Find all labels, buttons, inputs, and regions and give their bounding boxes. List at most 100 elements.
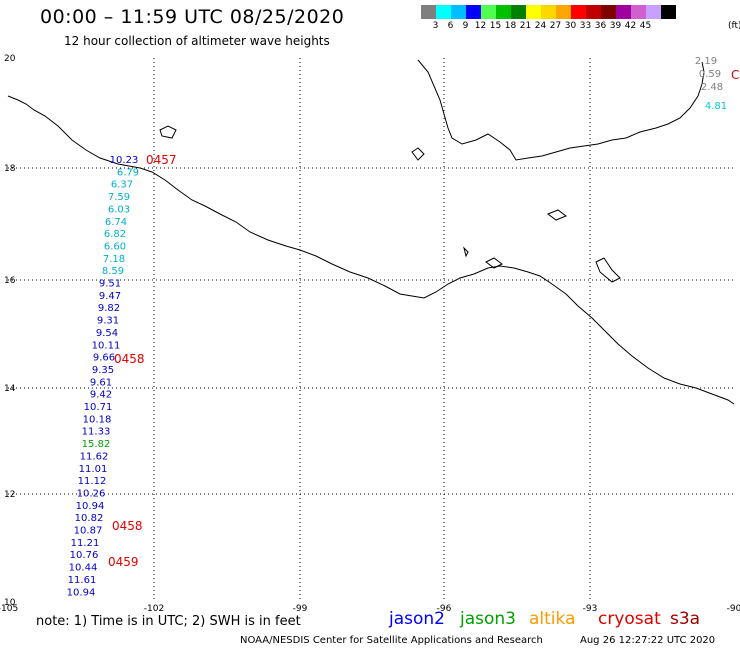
wave-height-value: 9.35 (92, 365, 114, 376)
footer-note: note: 1) Time is in UTC; 2) SWH is in fe… (36, 614, 301, 629)
wave-height-value: 9.61 (90, 377, 112, 388)
color-swatch (616, 5, 631, 19)
island-3 (485, 257, 503, 269)
wave-height-value: 10.11 (92, 340, 121, 351)
island-4 (546, 209, 568, 221)
island-2 (411, 147, 425, 161)
color-scale-tick: 30 (564, 21, 577, 31)
lon-tick-label: -90 (727, 604, 740, 614)
map-subtitle: 12 hour collection of altimeter wave hei… (64, 34, 330, 48)
island-6 (463, 246, 469, 258)
lat-tick-label: 20 (4, 54, 16, 64)
color-swatch (661, 5, 676, 19)
wave-height-value: 11.01 (79, 464, 108, 475)
color-swatch (526, 5, 541, 19)
color-scale-tick: 42 (624, 21, 637, 31)
color-swatch (631, 5, 646, 19)
color-scale-tick: 18 (504, 21, 517, 31)
color-scale-unit: (ft) (728, 21, 740, 31)
color-swatch (556, 5, 571, 19)
wave-height-value: 10.76 (70, 550, 99, 561)
color-scale-tick: 45 (639, 21, 652, 31)
wave-height-value: 9.31 (97, 316, 119, 327)
color-scale-tick-labels: 3 6 9 12 15 18 21 24 27 30 33 36 39 42 45 (421, 21, 653, 31)
wave-height-value: 11.61 (68, 575, 97, 586)
wave-height-value: 9.42 (90, 390, 112, 401)
wave-height-value: 6.79 (117, 167, 139, 178)
wave-height-value: 10.18 (83, 414, 112, 425)
color-swatch (586, 5, 601, 19)
color-scale-tick: 33 (579, 21, 592, 31)
lon-tick-label: -93 (583, 604, 598, 614)
wave-height-value: 10.94 (76, 501, 105, 512)
color-scale-tick: 39 (609, 21, 622, 31)
color-swatch (496, 5, 511, 19)
wave-height-value: 9.54 (96, 328, 118, 339)
island-5 (595, 257, 621, 283)
wave-height-value: 10.26 (77, 488, 106, 499)
wave-height-value: 7.18 (103, 254, 125, 265)
satellite-legend-s3a: s3a (670, 609, 701, 629)
color-scale-tick: 9 (462, 21, 469, 31)
lat-tick-label: 10 (4, 598, 16, 608)
coastline-mexico (7, 95, 735, 405)
island-1 (159, 125, 177, 139)
wave-height-value: 6.03 (108, 204, 130, 215)
utc-time-label: 0457 (146, 153, 177, 167)
axis-tick-labels: -105 -102 -99 -96 -93 -90 20 18 16 14 12 10 (0, 54, 740, 614)
color-swatch (481, 5, 496, 19)
color-scale-tick: 3 (432, 21, 439, 31)
lon-tick-label: -99 (293, 604, 308, 614)
wave-height-value: 9.47 (99, 291, 121, 302)
wave-height-value: 11.62 (80, 451, 109, 462)
satellite-legend-jason3: jason3 (460, 609, 516, 629)
color-swatch (466, 5, 481, 19)
wave-height-value: 6.82 (104, 229, 126, 240)
lat-tick-label: 18 (4, 164, 16, 174)
color-scale-tick: 12 (474, 21, 487, 31)
wave-height-value: 6.37 (111, 180, 133, 191)
map-title: 00:00 – 11:59 UTC 08/25/2020 (40, 6, 345, 28)
lat-tick-label: 16 (4, 276, 16, 286)
satellite-legend-cryosat: cryosat (598, 609, 661, 629)
color-swatch (421, 5, 436, 19)
wave-height-value-east: 2.48 (701, 82, 723, 93)
utc-time-label: C (731, 68, 739, 82)
lat-tick-label: 12 (4, 490, 15, 500)
wave-height-value: 10.23 (110, 155, 139, 166)
coastline-gulf (417, 59, 705, 161)
wave-height-value: 11.21 (71, 538, 100, 549)
color-scale-tick: 36 (594, 21, 607, 31)
wave-height-value-east: 0.59 (699, 69, 721, 80)
color-scale-tick: 24 (534, 21, 547, 31)
color-scale-tick: 21 (519, 21, 532, 31)
wave-height-value: 10.82 (75, 513, 104, 524)
wave-height-value: 10.44 (69, 563, 98, 574)
wave-height-value: 11.33 (82, 427, 111, 438)
color-scale-tick: 15 (489, 21, 502, 31)
wave-height-value: 10.71 (84, 402, 113, 413)
satellite-legend-jason2: jason2 (389, 609, 445, 629)
lat-lon-grid (8, 58, 734, 602)
color-swatch (601, 5, 616, 19)
color-swatch (541, 5, 556, 19)
time-labels: 0457 0458 0458 0459 C (108, 68, 739, 569)
wave-height-value-east: 4.81 (705, 101, 727, 112)
wave-height-value: 10.87 (74, 526, 103, 537)
wave-height-value: 9.51 (99, 279, 121, 290)
utc-time-label: 0458 (112, 519, 143, 533)
color-swatch (646, 5, 661, 19)
lat-tick-label: 14 (4, 384, 16, 394)
wave-height-value-east: 2.19 (695, 56, 717, 67)
color-scale-tick: 6 (447, 21, 454, 31)
altimeter-track: 10.236.79 6.377.596.03 6.746.826.60 7.188.5… (67, 155, 139, 598)
wave-height-value: 8.59 (102, 266, 124, 277)
wave-height-value: 6.60 (104, 241, 126, 252)
color-swatch (511, 5, 526, 19)
wave-height-value: 9.66 (93, 353, 115, 364)
color-scale-legend (421, 5, 676, 19)
wave-height-value: 7.59 (108, 192, 130, 203)
color-swatch (571, 5, 586, 19)
satellite-legend-altika: altika (529, 609, 576, 629)
altimeter-track-east: 2.19 0.59 2.48 4.81 (695, 56, 727, 112)
